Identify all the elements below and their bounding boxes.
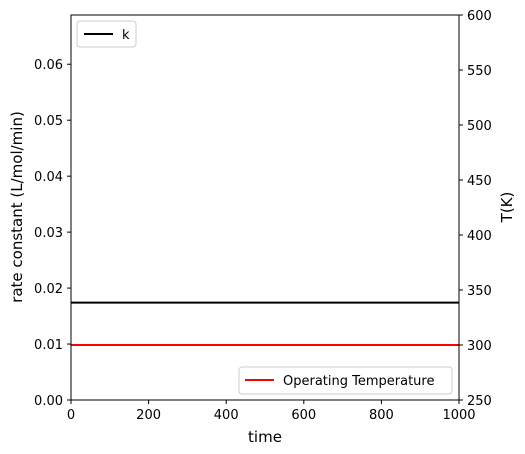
y-left-tick-label: 0.05 — [34, 114, 63, 129]
y-right-tick-label: 500 — [467, 119, 492, 134]
y-left-tick-label: 0.00 — [34, 394, 63, 409]
y-right-tick-label: 600 — [467, 9, 492, 24]
x-tick-label: 800 — [369, 408, 394, 423]
legend-temp-label: Operating Temperature — [283, 374, 434, 389]
right-axis-ticks: 250 300 350 400 450 500 550 600 — [459, 9, 492, 409]
y-right-tick-label: 550 — [467, 64, 492, 79]
y-left-tick-label: 0.02 — [34, 282, 63, 297]
legend-temp-box — [238, 366, 453, 395]
x-tick-label: 1000 — [442, 408, 475, 423]
x-tick-label: 200 — [136, 408, 161, 423]
x-axis-label: time — [248, 428, 282, 446]
y-left-tick-label: 0.03 — [34, 226, 63, 241]
left-axis-ticks: 0.00 0.01 0.02 0.03 0.04 0.05 0.06 — [34, 58, 71, 409]
x-axis-ticks: 0 200 400 600 800 1000 — [67, 400, 476, 423]
x-tick-label: 400 — [214, 408, 239, 423]
y-right-tick-label: 250 — [467, 394, 492, 409]
x-tick-label: 0 — [67, 408, 75, 423]
y-left-tick-label: 0.01 — [34, 338, 63, 353]
plot-area — [71, 15, 459, 400]
series-layer — [71, 301, 459, 346]
y-right-tick-label: 350 — [467, 284, 492, 299]
legend-operating-temperature: Operating Temperature — [238, 366, 453, 395]
y-left-tick-label: 0.04 — [34, 170, 63, 185]
y-right-axis-label: T(K) — [498, 192, 516, 224]
y-right-tick-label: 400 — [467, 229, 492, 244]
plot-frame — [70, 14, 460, 401]
x-tick-label: 600 — [291, 408, 316, 423]
y-left-axis-label: rate constant (L/mol/min) — [8, 111, 26, 303]
y-right-tick-label: 300 — [467, 339, 492, 354]
y-right-tick-label: 450 — [467, 174, 492, 189]
legend-k-label: k — [122, 28, 130, 43]
legend-k: k — [76, 20, 137, 48]
y-left-tick-label: 0.06 — [34, 58, 63, 73]
